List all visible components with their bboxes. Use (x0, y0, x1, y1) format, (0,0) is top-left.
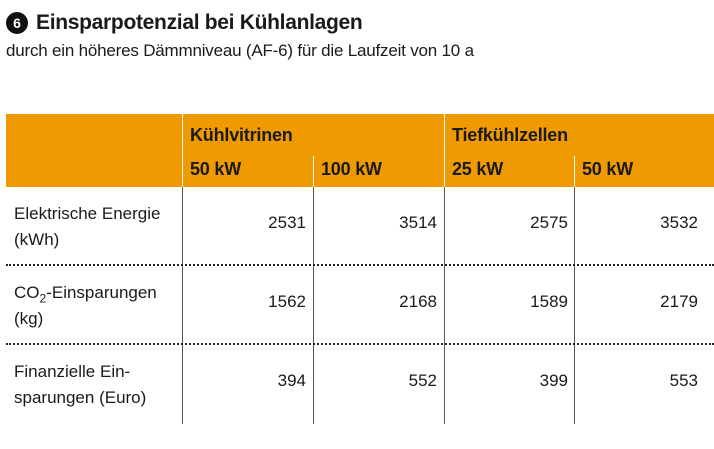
number-badge: 6 (6, 12, 28, 34)
header-divider (182, 114, 183, 187)
table-cell: 1589 (530, 292, 568, 311)
table-cell: 2179 (660, 292, 698, 311)
header-divider (313, 156, 314, 187)
column-header-2: 100 kW (321, 159, 382, 179)
row-divider (6, 343, 714, 345)
table-cell: 394 (277, 371, 306, 390)
column-header-4: 50 kW (582, 159, 634, 179)
row-label: Elektrische Energie (kWh) (14, 204, 161, 249)
group-header-kuehlvitrinen: Kühlvitrinen (190, 125, 293, 145)
table-cell: 2575 (530, 213, 568, 232)
table-cell: 2531 (268, 213, 306, 232)
table-cell: 399 (539, 371, 568, 390)
page-subtitle: durch ein höheres Dämmniveau (AF-6) für … (6, 41, 474, 60)
table-cell: 553 (669, 371, 698, 390)
row-label: CO2-Einsparungen (kg) (14, 283, 157, 328)
table-row: Elektrische Energie (kWh) 2531 3514 2575… (6, 187, 714, 266)
table-header: Kühlvitrinen Tiefkühlzellen 50 kW 100 kW… (6, 114, 714, 187)
column-header-3: 25 kW (452, 159, 504, 179)
savings-table: Kühlvitrinen Tiefkühlzellen 50 kW 100 kW… (6, 114, 714, 424)
header-divider (574, 156, 575, 187)
table-cell: 3532 (660, 213, 698, 232)
table-cell: 552 (408, 371, 437, 390)
title-row: 6 Einsparpotenzial bei Kühlanlagen (6, 8, 363, 38)
table-row: CO2-Einsparungen (kg) 1562 2168 1589 217… (6, 266, 714, 345)
row-divider (6, 264, 714, 266)
header-divider (444, 114, 445, 187)
table-cell: 2168 (399, 292, 437, 311)
row-label: Finanzielle Ein- sparungen (Euro) (14, 362, 147, 407)
page-title: Einsparpotenzial bei Kühlanlagen (36, 11, 363, 34)
group-header-tiefkuehlzellen: Tiefkühlzellen (452, 125, 568, 145)
table-cell: 3514 (399, 213, 437, 232)
table-cell: 1562 (268, 292, 306, 311)
table-row: Finanzielle Ein- sparungen (Euro) 394 55… (6, 345, 714, 424)
column-header-1: 50 kW (190, 159, 242, 179)
